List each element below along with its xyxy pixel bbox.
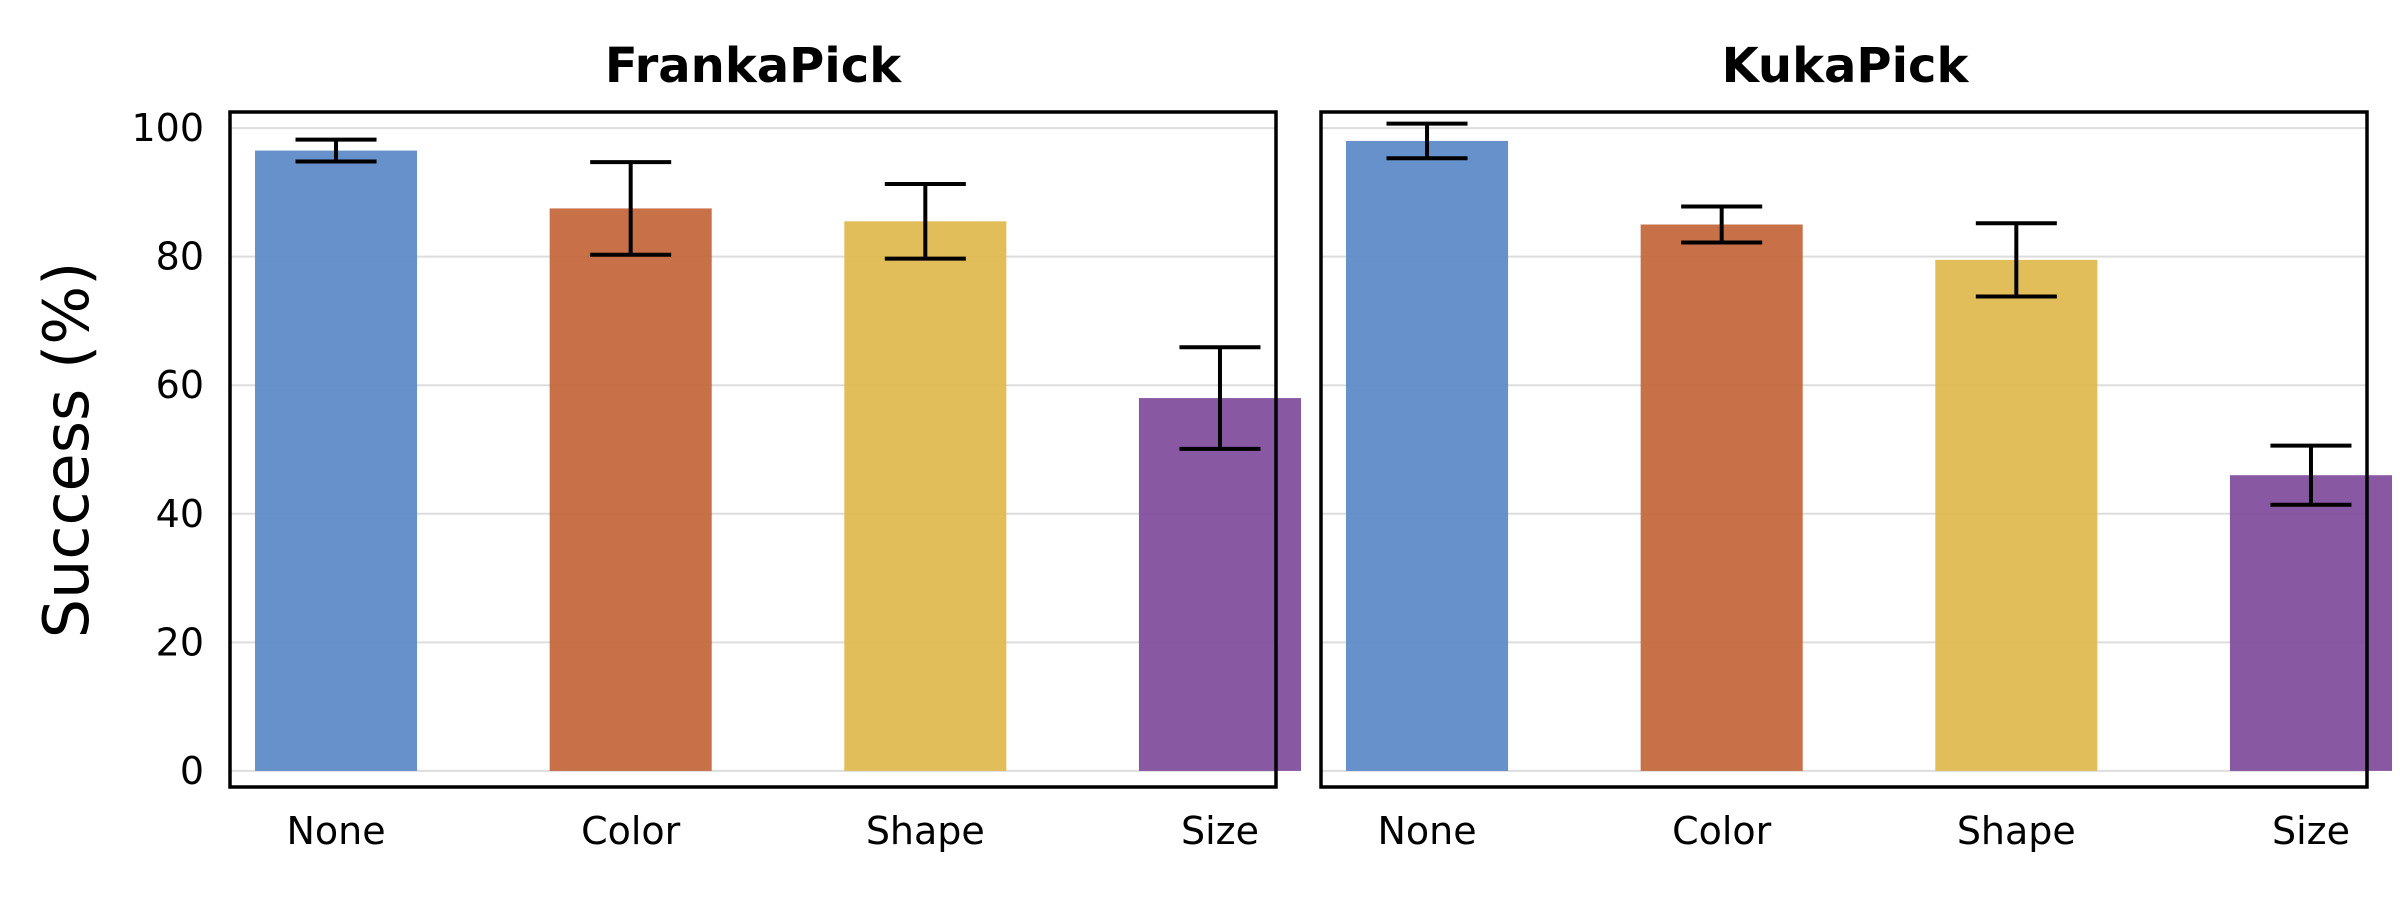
x-tick-label-kukapick-shape: Shape <box>1957 809 2076 853</box>
y-tick-label-100: 100 <box>131 106 204 150</box>
axes-frame-frankapick <box>228 110 1278 789</box>
x-tick-label-frankapick-none: None <box>286 809 385 853</box>
y-tick-label-40: 40 <box>156 492 204 536</box>
x-tick-label-kukapick-none: None <box>1377 809 1476 853</box>
panel-title-frankapick: FrankaPick <box>605 38 902 94</box>
panel-frankapick: FrankaPick None Color Shape Size 0 20 40 60 80 10… <box>131 38 1301 853</box>
x-tick-label-frankapick-size: Size <box>1181 809 1259 853</box>
x-tick-label-kukapick-color: Color <box>1672 809 1772 853</box>
x-tick-label-frankapick-color: Color <box>581 809 681 853</box>
bar-frankapick-size <box>1138 398 1301 771</box>
x-tick-label-kukapick-size: Size <box>2272 809 2350 853</box>
bar-kukapick-none <box>1346 140 1509 771</box>
y-tick-label-0: 0 <box>180 749 204 793</box>
bar-frankapick-none <box>255 150 418 771</box>
y-tick-label-80: 80 <box>156 235 204 279</box>
axes-frame-kukapick <box>1319 110 2369 789</box>
bar-kukapick-shape <box>1935 259 2098 771</box>
y-axis-label: Success (%) <box>30 262 103 639</box>
y-tick-label-20: 20 <box>156 620 204 664</box>
panel-kukapick: KukaPick None Color Shape Size <box>1319 38 2392 853</box>
bar-kukapick-color <box>1640 224 1803 771</box>
y-tick-label-60: 60 <box>156 363 204 407</box>
bar-frankapick-color <box>549 208 712 771</box>
bar-kukapick-size <box>2229 475 2392 771</box>
x-tick-label-frankapick-shape: Shape <box>866 809 985 853</box>
bar-frankapick-shape <box>844 221 1007 771</box>
panel-title-kukapick: KukaPick <box>1722 38 1970 94</box>
